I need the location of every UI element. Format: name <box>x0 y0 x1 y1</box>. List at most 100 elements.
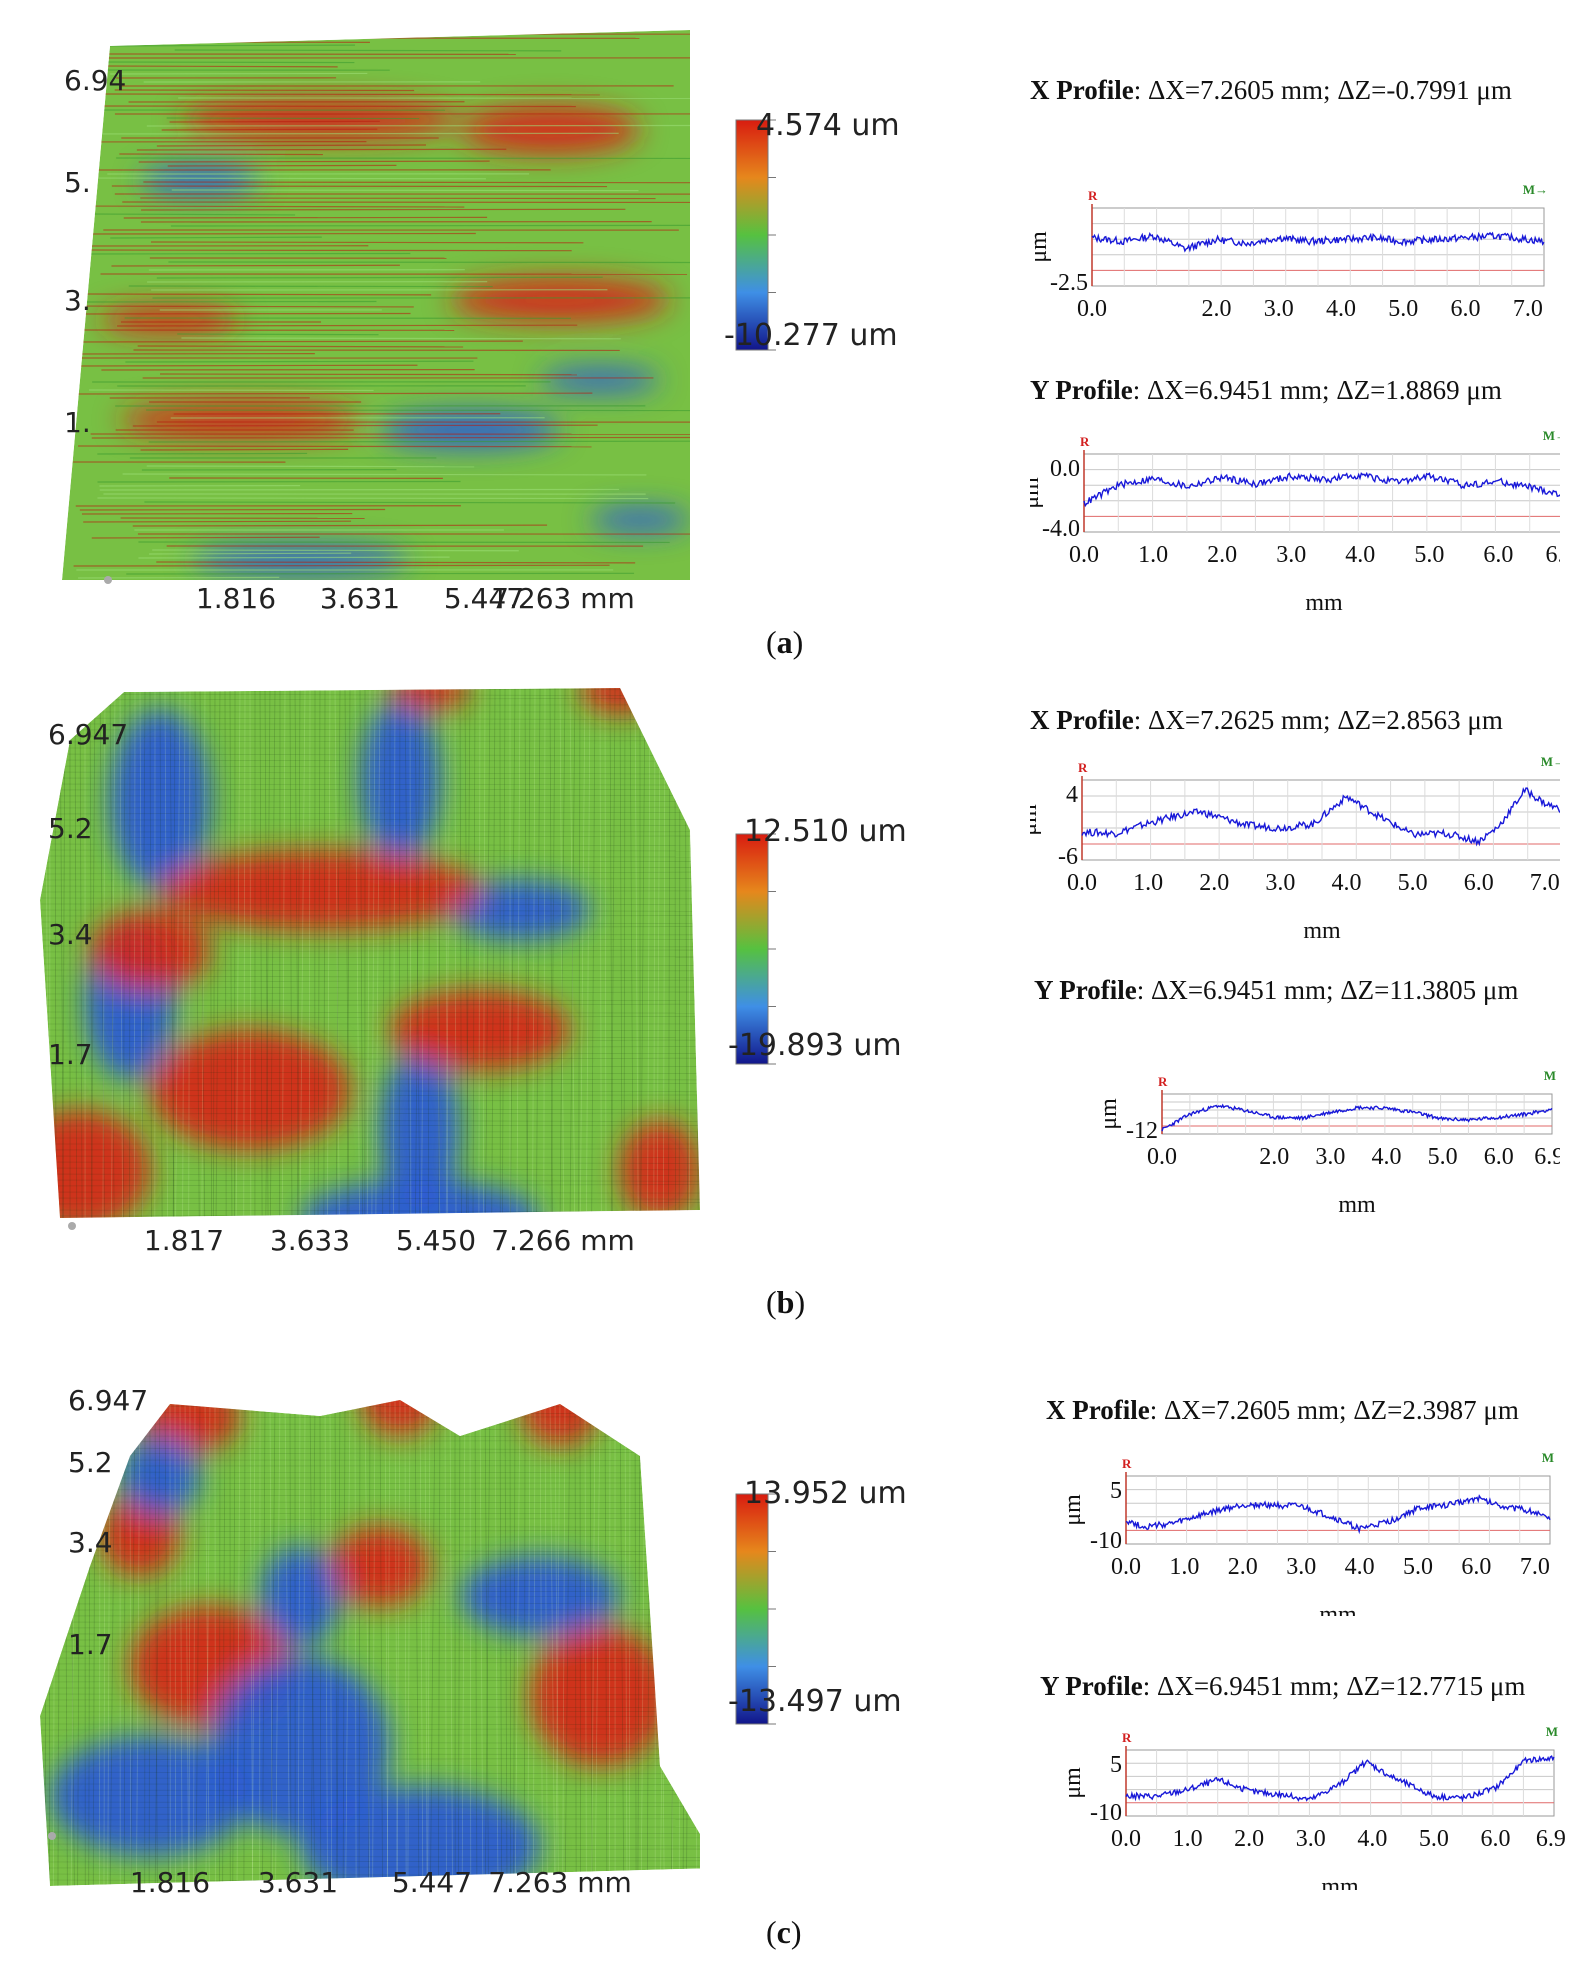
surface-peak-region <box>40 1110 150 1218</box>
profile-y-tick-label: 5 <box>1110 1478 1122 1504</box>
profile-x-tick-label: 7.0 <box>1530 870 1560 896</box>
surface-low-region <box>190 546 410 574</box>
profile-x-tick-label: 1.0 <box>1133 870 1163 896</box>
colorbar-b <box>735 833 776 1065</box>
profile-y-axis-label: μm <box>1096 1098 1122 1130</box>
surface-peak-region <box>620 1120 700 1218</box>
y-profile-title: Y Profile: ΔX=6.9451 mm; ΔZ=11.3805 μm <box>1034 975 1519 1005</box>
profile-x-tick-label: 0.0 <box>1069 542 1099 568</box>
profile-y-tick-label: -6 <box>1058 844 1078 870</box>
surface-y-tick-label: 3.4 <box>68 1526 113 1559</box>
colorbar-gradient <box>735 1493 769 1725</box>
profile-x-tick-label: 3.0 <box>1315 1144 1345 1170</box>
profile-x-tick-label: 1.0 <box>1138 542 1168 568</box>
surface-y-tick-label: 3.4 <box>48 918 93 951</box>
profile-x-tick-label: 7.0 <box>1513 296 1543 322</box>
profile-plot-area <box>1083 453 1560 533</box>
profile-x-tick-label: 2.0 <box>1202 296 1232 322</box>
surface-peak-region <box>100 306 240 334</box>
surface-plot-b: 1.817 3.633 5.450 7.266 mm 6.947 5.2 3.4 1.7 <box>40 688 700 1257</box>
profile-x-tick-label: 5.0 <box>1419 1826 1449 1852</box>
surface-x-tick-label: 5.447 <box>392 1866 472 1899</box>
profile-series-line <box>1083 471 1560 508</box>
surface-peak-region <box>390 990 570 1070</box>
profile-marker-r: R <box>1088 188 1098 203</box>
y-profile-title: Y Profile: ΔX=6.9451 mm; ΔZ=12.7715 μm <box>1040 1671 1526 1701</box>
profile-series-line <box>1091 231 1545 253</box>
surface-peak-region <box>160 850 480 930</box>
profile-x-tick-label: 6.0 <box>1461 1554 1491 1580</box>
profile-x-tick-label: 4.0 <box>1345 1554 1375 1580</box>
profile-x-axis-label: mm <box>1338 1192 1376 1218</box>
profile-series-line <box>1125 1755 1555 1803</box>
profile-marker-r: R <box>1122 1456 1132 1471</box>
profile-x-tick-label: 0.0 <box>1147 1144 1177 1170</box>
profile-x-axis-label: mm <box>1321 1874 1359 1890</box>
profile-x-axis-label: mm <box>1319 1602 1357 1616</box>
colorbar-max-label: 4.574 um <box>756 108 900 143</box>
surface-y-tick-label: 5.2 <box>48 812 93 845</box>
surface-peak-region <box>150 1030 350 1150</box>
profile-x-tick-label: 4.0 <box>1331 870 1361 896</box>
surface-y-tick-label: 1.7 <box>48 1038 93 1071</box>
profile-x-tick-label: 6.0 <box>1464 870 1494 896</box>
profile-y-axis-label: μm <box>1030 231 1052 263</box>
profile-x-tick-label: 7.0 <box>1520 1554 1550 1580</box>
profile-x-tick-label: 2.0 <box>1207 542 1237 568</box>
profile-x-tick-label: 5.0 <box>1398 870 1428 896</box>
profile-x-axis-label: mm <box>1303 918 1341 940</box>
profile-marker-r: R <box>1158 1074 1168 1089</box>
surface-plot-c: 1.816 3.631 5.447 7.263 mm 6.947 5.2 3.4 1.7 <box>40 1384 700 1899</box>
surface-y-tick-label: 6.947 <box>68 1384 148 1417</box>
profile-y-tick-label: -10 <box>1090 1800 1122 1826</box>
figure-panel-c: 1.816 3.631 5.447 7.263 mm 6.947 5.2 3.4 1.7 13… <box>0 1326 1569 1968</box>
surface-low-region <box>380 1050 460 1210</box>
profile-marker-r: R <box>1122 1730 1132 1745</box>
profile-series-line <box>1161 1103 1553 1132</box>
surface-texture <box>40 1400 700 1886</box>
profile-x-tick-label: 6.0 <box>1480 1826 1510 1852</box>
surface-y-tick-label: 6.94 <box>64 64 126 97</box>
surface-low-region <box>380 412 560 448</box>
surface-low-region <box>140 166 260 194</box>
figure-panel-a: 1.816 3.631 5.447 7.263 mm 6.94 5. 3. 1. 4.574 … <box>0 0 1569 670</box>
profile-x-tick-label: 5.0 <box>1403 1554 1433 1580</box>
profile-x-tick-label: 2.0 <box>1234 1826 1264 1852</box>
figure-panel-b: 1.817 3.633 5.450 7.266 mm 6.947 5.2 3.4 1.7 12… <box>0 670 1569 1326</box>
profile-y-tick-label: -2.5 <box>1050 270 1088 296</box>
profile-x-tick-label: 3.0 <box>1264 296 1294 322</box>
profile-x-tick-label: 3.0 <box>1265 870 1295 896</box>
profile-x-tick-label: 4.0 <box>1326 296 1356 322</box>
profile-x-tick-label: 0.0 <box>1077 296 1107 322</box>
profile-x-tick-label: 2.0 <box>1228 1554 1258 1580</box>
profile-y-tick-label: -4.0 <box>1042 516 1080 542</box>
colorbar-min-label: -19.893 um <box>728 1028 902 1063</box>
surface-low-region <box>450 880 590 940</box>
profile-y-axis-label: μm <box>1030 477 1044 509</box>
surface-low-region <box>50 1736 250 1856</box>
profile-y-axis-label: μm <box>1060 1767 1086 1799</box>
surface-low-region <box>460 1556 620 1636</box>
colorbar-gradient <box>735 833 769 1065</box>
surface-y-tick-label: 5.2 <box>68 1446 113 1479</box>
origin-marker <box>48 1832 56 1840</box>
profile-x-tick-label: 6.9 <box>1534 1144 1560 1170</box>
origin-marker <box>104 576 112 584</box>
surface-y-tick-label: 6.947 <box>48 718 128 751</box>
profile-y-tick-label: 4 <box>1066 782 1078 808</box>
surface-peak-region <box>460 106 640 154</box>
surface-low-region <box>360 700 440 860</box>
profile-y-axis-label: μm <box>1060 1494 1086 1526</box>
caption-b: (b) <box>766 1284 806 1320</box>
profile-x-tick-label: 6.9 <box>1546 542 1560 568</box>
surface-y-tick-label: 5. <box>64 166 91 199</box>
surface-x-tick-label: 1.816 <box>130 1866 210 1899</box>
origin-marker <box>68 1222 76 1230</box>
profile-x-tick-label: 4.0 <box>1345 542 1375 568</box>
profile-y-axis-label: μm <box>1030 804 1042 836</box>
